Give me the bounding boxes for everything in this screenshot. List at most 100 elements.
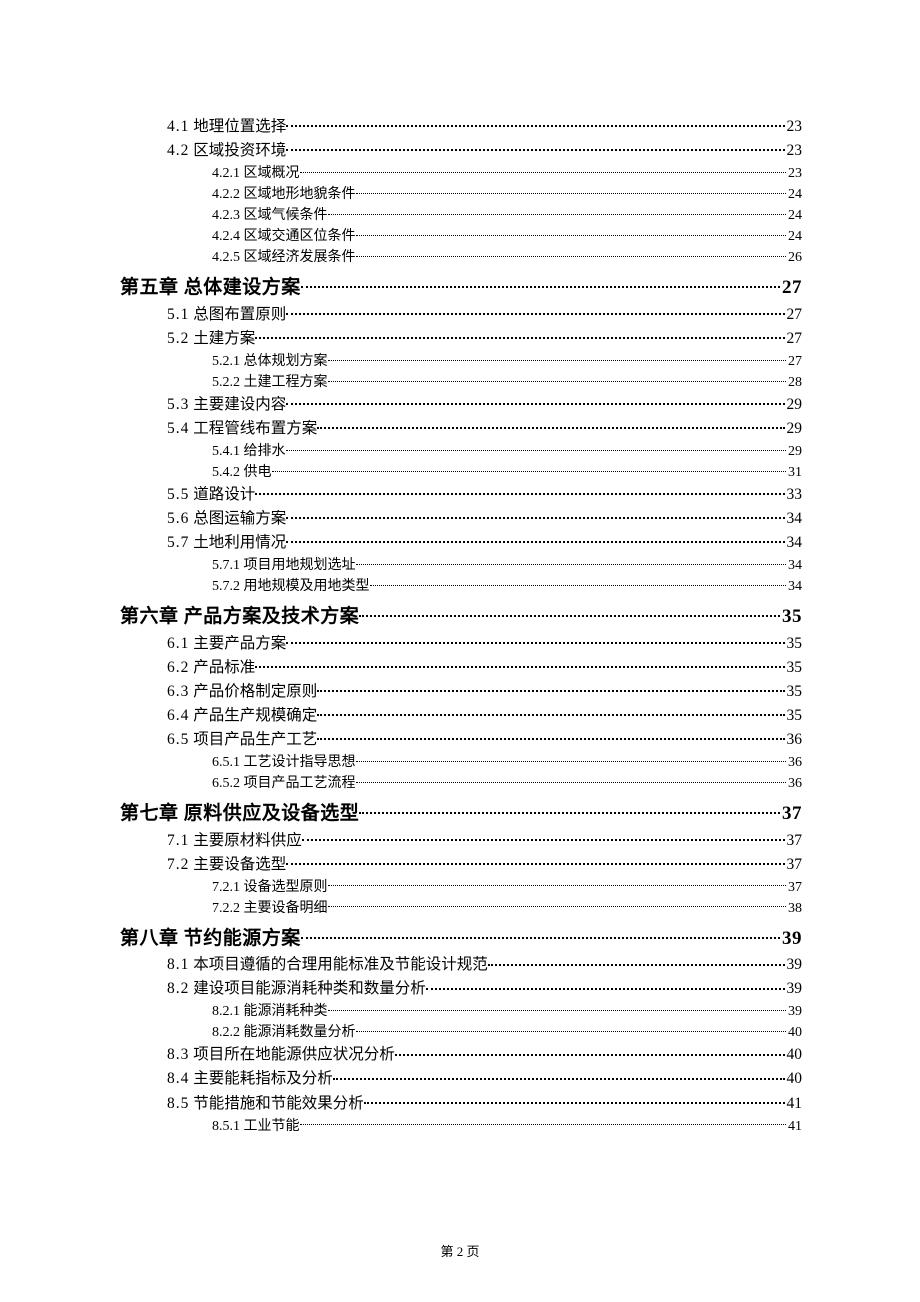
toc-entry: 6.5.2 项目产品工艺流程36 (212, 773, 802, 794)
toc-label: 4.2.4 区域交通区位条件 (212, 226, 356, 247)
toc-page-number: 41 (786, 1116, 802, 1137)
toc-label: 8.5.1 工业节能 (212, 1116, 300, 1137)
toc-label: 5.4 工程管线布置方案 (167, 417, 317, 441)
toc-entry-title: 地理位置选择 (193, 118, 286, 135)
toc-page-number: 27 (786, 351, 802, 372)
toc-label: 4.2.3 区域气候条件 (212, 205, 328, 226)
toc-label: 8.1 本项目遵循的合理用能标准及节能设计规范 (167, 953, 488, 977)
toc-page-number: 40 (785, 1043, 803, 1067)
toc-label: 5.7.1 项目用地规划选址 (212, 555, 356, 576)
toc-entry-title: 项目产品生产工艺 (193, 731, 317, 748)
toc-leader-dots (255, 483, 784, 499)
toc-entry: 5.7.1 项目用地规划选址34 (212, 555, 802, 576)
toc-page-number: 38 (786, 898, 802, 919)
toc-label: 7.2.2 主要设备明细 (212, 898, 328, 919)
toc-entry-number: 4.2 (167, 142, 189, 159)
toc-entry: 8.3 项目所在地能源供应状况分析 40 (167, 1043, 802, 1067)
toc-label: 7.2.1 设备选型原则 (212, 877, 328, 898)
toc-page-number: 39 (786, 1001, 802, 1022)
toc-entry: 4.2.4 区域交通区位条件 24 (212, 226, 802, 247)
toc-label: 6.2 产品标准 (167, 656, 255, 680)
toc-label: 5.2 土建方案 (167, 327, 255, 351)
toc-entry: 6.1 主要产品方案35 (167, 632, 802, 656)
toc-label: 第五章 总体建设方案 (120, 277, 301, 300)
toc-entry-number: 5.3 (167, 396, 189, 413)
toc-label: 6.5.1 工艺设计指导思想 (212, 752, 356, 773)
toc-entry-number: 6.5 (167, 731, 189, 748)
toc-entry-number: 5.5 (167, 486, 189, 503)
toc-leader-dots (255, 656, 784, 672)
toc-page-number: 34 (786, 576, 802, 597)
toc-entry: 5.2 土建方案27 (167, 327, 802, 351)
toc-entry-number: 5.6 (167, 510, 189, 527)
toc-entry: 4.1 地理位置选择 23 (167, 115, 802, 139)
toc-leader-dots (286, 140, 784, 156)
toc-page-number: 35 (785, 632, 803, 656)
toc-entry-number: 5.7 (167, 534, 189, 551)
toc-entry: 7.2 主要设备选型37 (167, 853, 802, 877)
toc-label: 6.5 项目产品生产工艺 (167, 728, 317, 752)
toc-leader-dots (272, 462, 787, 476)
toc-page-number: 33 (785, 483, 803, 507)
toc-page-number: 24 (786, 184, 802, 205)
toc-leader-dots (328, 205, 787, 219)
toc-page-number: 35 (785, 704, 803, 728)
toc-leader-dots (286, 441, 787, 455)
toc-page-number: 37 (785, 853, 803, 877)
toc-entry-number: 8.2 (167, 980, 189, 997)
toc-label: 5.2.1 总体规划方案 (212, 351, 328, 372)
toc-page-number: 39 (785, 953, 803, 977)
toc-leader-dots (356, 184, 787, 198)
toc-leader-dots (317, 728, 784, 744)
toc-entry: 8.4 主要能耗指标及分析40 (167, 1067, 802, 1091)
toc-page-number: 23 (785, 115, 803, 139)
toc-label: 7.1 主要原材料供应 (167, 829, 302, 853)
toc-leader-dots (328, 898, 787, 912)
toc-leader-dots (255, 327, 784, 343)
toc-leader-dots (301, 274, 780, 293)
toc-leader-dots (317, 704, 784, 720)
toc-page-number: 24 (786, 226, 802, 247)
toc-leader-dots (395, 1044, 785, 1060)
toc-entry-title: 土地利用情况 (193, 534, 286, 551)
toc-label: 8.4 主要能耗指标及分析 (167, 1067, 333, 1091)
toc-entry: 4.2 区域投资环境23 (167, 139, 802, 163)
toc-leader-dots (286, 116, 784, 132)
toc-leader-dots (302, 829, 785, 845)
toc-leader-dots (356, 773, 787, 787)
toc-leader-dots (300, 163, 787, 177)
toc-label: 4.2.2 区域地形地貌条件 (212, 184, 356, 205)
toc-leader-dots (286, 632, 784, 648)
toc-leader-dots (359, 800, 780, 819)
toc-entry: 6.3 产品价格制定原则35 (167, 680, 802, 704)
toc-leader-dots (286, 393, 784, 409)
toc-entry: 5.2.2 土建工程方案28 (212, 372, 802, 393)
toc-leader-dots (300, 1116, 787, 1130)
toc-label: 5.5 道路设计 (167, 483, 255, 507)
toc-label: 5.3 主要建设内容 (167, 393, 286, 417)
toc-page-number: 37 (785, 829, 803, 853)
toc-entry-number: 6.3 (167, 683, 189, 700)
toc-entry-title: 区域投资环境 (193, 142, 286, 159)
toc-entry-title: 项目所在地能源供应状况分析 (193, 1046, 395, 1063)
toc-label: 4.1 地理位置选择 (167, 115, 286, 139)
toc-leader-dots (488, 954, 785, 970)
toc-entry-title: 主要产品方案 (193, 635, 286, 652)
toc-label: 4.2.5 区域经济发展条件 (212, 247, 356, 268)
toc-entry: 5.3 主要建设内容29 (167, 393, 802, 417)
toc-label: 4.2 区域投资环境 (167, 139, 286, 163)
toc-entry-number: 5.2 (167, 330, 189, 347)
toc-leader-dots (317, 680, 784, 696)
toc-page-number: 31 (786, 462, 802, 483)
toc-leader-dots (426, 978, 785, 994)
toc-entry-number: 8.3 (167, 1046, 189, 1063)
toc-page-number: 35 (780, 606, 802, 629)
toc-entry: 5.2.1 总体规划方案 27 (212, 351, 802, 372)
toc-entry-title: 总图运输方案 (193, 510, 286, 527)
toc-entry: 5.6 总图运输方案34 (167, 507, 802, 531)
toc-entry-title: 道路设计 (193, 486, 255, 503)
toc-entry: 7.1 主要原材料供应 37 (167, 829, 802, 853)
toc-entry-number: 5.1 (167, 306, 189, 323)
toc-label: 8.5 节能措施和节能效果分析 (167, 1092, 364, 1116)
toc-leader-dots (301, 925, 780, 944)
